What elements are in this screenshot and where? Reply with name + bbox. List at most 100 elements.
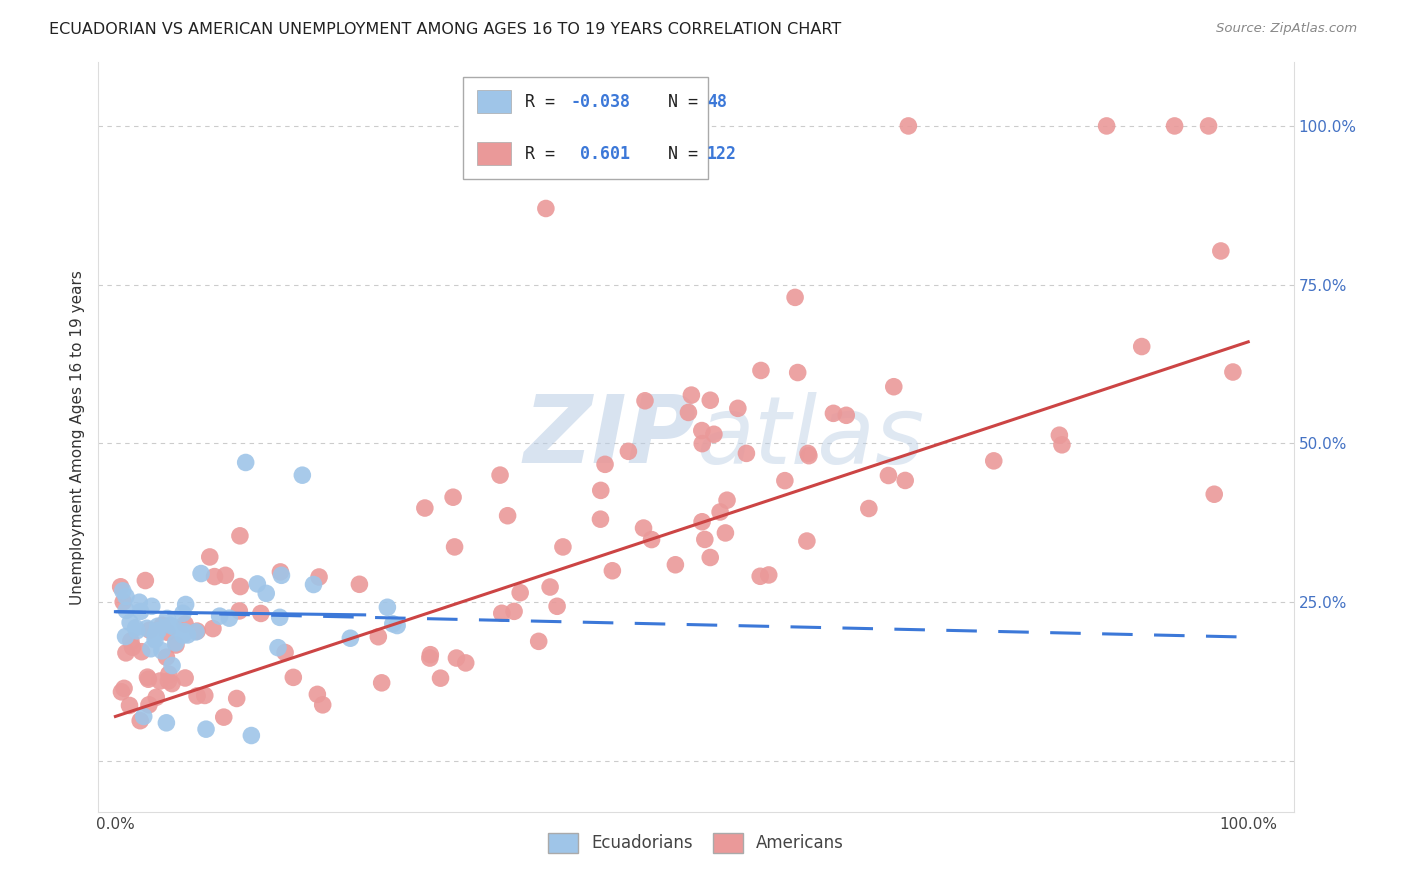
Point: [312, 698, 335, 712]
Point: [877, 468, 900, 483]
Point: [664, 558, 686, 572]
Point: [274, 645, 297, 659]
Point: [589, 483, 612, 498]
FancyBboxPatch shape: [477, 142, 510, 165]
Point: [150, 644, 173, 658]
Point: [254, 586, 277, 600]
Text: 122: 122: [707, 145, 737, 162]
Point: [797, 446, 820, 460]
Text: Source: ZipAtlas.com: Source: ZipAtlas.com: [1216, 22, 1357, 36]
Point: [709, 505, 731, 519]
Point: [138, 698, 160, 712]
Point: [194, 689, 217, 703]
Text: ZIP: ZIP: [523, 391, 696, 483]
Point: [149, 673, 172, 688]
Point: [491, 607, 513, 621]
Point: [115, 590, 138, 604]
Point: [983, 454, 1005, 468]
Point: [131, 645, 153, 659]
Point: [602, 564, 624, 578]
Point: [749, 569, 772, 583]
Point: [714, 525, 737, 540]
Point: [617, 444, 640, 458]
Point: [681, 388, 703, 402]
Point: [174, 617, 197, 632]
Point: [703, 427, 725, 442]
Point: [174, 598, 197, 612]
Point: [727, 401, 749, 416]
Point: [165, 638, 187, 652]
Point: [546, 599, 568, 614]
Point: [377, 600, 399, 615]
Point: [823, 406, 845, 420]
Point: [218, 611, 240, 625]
FancyBboxPatch shape: [477, 90, 510, 113]
Point: [634, 393, 657, 408]
Point: [1095, 119, 1118, 133]
Point: [291, 468, 314, 483]
Point: [1222, 365, 1244, 379]
Text: atlas: atlas: [696, 392, 924, 483]
Point: [129, 604, 152, 618]
Point: [302, 577, 325, 591]
Point: [195, 722, 218, 736]
Y-axis label: Unemployment Among Ages 16 to 19 years: Unemployment Among Ages 16 to 19 years: [69, 269, 84, 605]
Point: [797, 449, 820, 463]
Point: [640, 533, 662, 547]
Point: [204, 569, 226, 583]
Point: [758, 568, 780, 582]
Point: [796, 534, 818, 549]
Point: [111, 583, 134, 598]
Point: [509, 585, 531, 599]
Point: [146, 619, 169, 633]
Text: 48: 48: [707, 93, 727, 111]
Point: [124, 621, 146, 635]
Point: [413, 501, 436, 516]
Point: [174, 671, 197, 685]
Text: ECUADORIAN VS AMERICAN UNEMPLOYMENT AMONG AGES 16 TO 19 YEARS CORRELATION CHART: ECUADORIAN VS AMERICAN UNEMPLOYMENT AMON…: [49, 22, 841, 37]
Point: [699, 550, 721, 565]
Point: [186, 624, 208, 639]
Point: [270, 568, 292, 582]
Point: [267, 640, 290, 655]
Point: [190, 566, 212, 581]
Point: [132, 709, 155, 723]
Point: [503, 604, 526, 618]
Point: [349, 577, 371, 591]
Point: [240, 729, 263, 743]
Point: [678, 405, 700, 419]
Point: [186, 689, 208, 703]
Point: [897, 119, 920, 133]
Point: [172, 628, 194, 642]
Point: [1209, 244, 1232, 258]
Point: [110, 580, 132, 594]
Point: [148, 624, 170, 638]
Point: [716, 493, 738, 508]
Point: [120, 615, 142, 630]
Point: [690, 436, 713, 450]
Point: [883, 380, 905, 394]
Point: [129, 714, 152, 728]
Point: [235, 455, 257, 469]
Point: [690, 515, 713, 529]
Point: [138, 672, 160, 686]
Point: [157, 667, 180, 681]
Point: [155, 715, 177, 730]
Point: [120, 634, 142, 648]
Point: [208, 609, 231, 624]
Point: [551, 540, 574, 554]
Point: [156, 625, 179, 640]
Point: [269, 610, 291, 624]
Point: [138, 623, 160, 637]
Point: [693, 533, 716, 547]
Point: [112, 595, 135, 609]
Point: [339, 631, 361, 645]
Point: [145, 690, 167, 705]
Text: N =: N =: [648, 145, 709, 162]
Point: [143, 632, 166, 647]
Point: [367, 630, 389, 644]
Point: [381, 616, 404, 631]
Point: [112, 681, 135, 696]
Point: [145, 624, 167, 639]
Point: [786, 366, 808, 380]
